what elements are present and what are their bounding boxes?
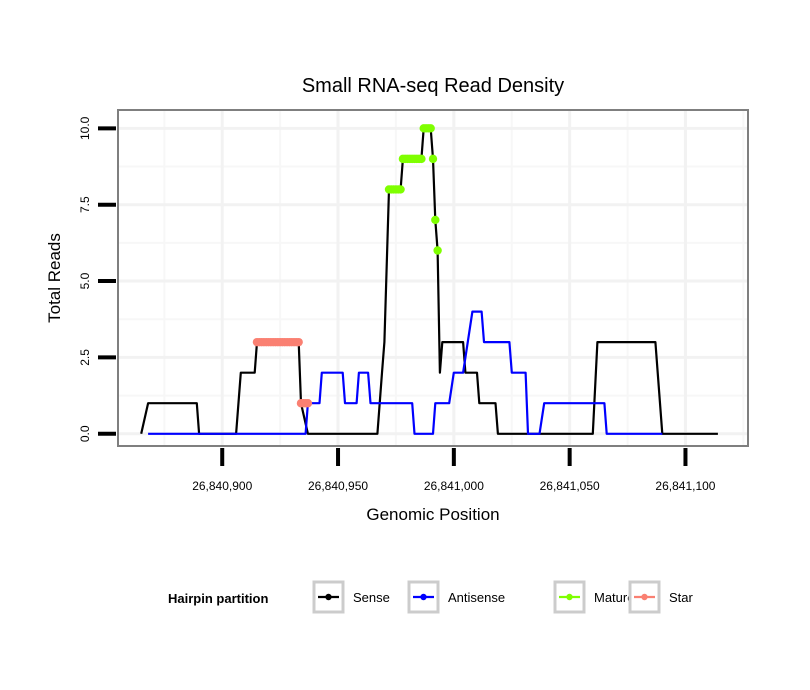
legend-label: Antisense <box>448 590 505 605</box>
series-points-star <box>252 337 313 408</box>
data-point-star <box>303 399 313 408</box>
plot-panel <box>117 109 749 447</box>
legend-item-antisense: Antisense <box>407 580 505 614</box>
series-line-antisense <box>148 310 663 435</box>
data-point-mature <box>417 154 426 164</box>
x-tick-label: 26,840,950 <box>308 479 368 493</box>
legend-key-point <box>420 593 427 601</box>
legend-label: Sense <box>353 590 390 605</box>
y-tick-label: 2.5 <box>78 349 92 366</box>
y-tick-label: 7.5 <box>78 196 92 213</box>
legend-label: Mature <box>594 590 634 605</box>
x-tick-label: 26,841,050 <box>540 479 600 493</box>
plot-border <box>117 109 749 447</box>
x-tick-label: 26,841,100 <box>655 479 715 493</box>
data-point-mature <box>426 124 435 133</box>
series-points-mature <box>384 124 442 255</box>
y-tick-label: 0.0 <box>78 425 92 442</box>
series-layer <box>140 124 718 435</box>
legend-key-point <box>566 593 573 601</box>
x-tick-label: 26,841,000 <box>424 479 484 493</box>
y-axis-title: Total Reads <box>45 233 64 323</box>
legend-item-sense: Sense <box>312 580 390 614</box>
legend: Hairpin partition Sense Antisense Mature St… <box>168 580 694 614</box>
legend-key-point <box>325 593 332 601</box>
chart-title: Small RNA-seq Read Density <box>302 75 564 97</box>
data-point-mature <box>431 215 440 225</box>
data-point-mature <box>433 246 442 255</box>
data-point-star <box>294 337 303 347</box>
legend-label: Star <box>669 590 694 605</box>
legend-item-star: Star <box>628 580 694 614</box>
legend-key-point <box>641 593 648 601</box>
x-tick-label: 26,840,900 <box>192 479 252 493</box>
y-tick-label: 5.0 <box>78 272 92 289</box>
y-axis: 0.0 2.5 5.0 7.5 10.0 <box>78 116 116 442</box>
data-point-mature <box>396 185 405 194</box>
x-axis: 26,840,900 26,840,950 26,841,000 26,841,050… <box>192 448 716 493</box>
y-tick-label: 10.0 <box>78 116 92 140</box>
data-point-mature <box>428 154 438 164</box>
legend-title: Hairpin partition <box>168 591 268 606</box>
x-axis-title: Genomic Position <box>366 505 499 524</box>
legend-item-mature: Mature <box>553 580 634 614</box>
